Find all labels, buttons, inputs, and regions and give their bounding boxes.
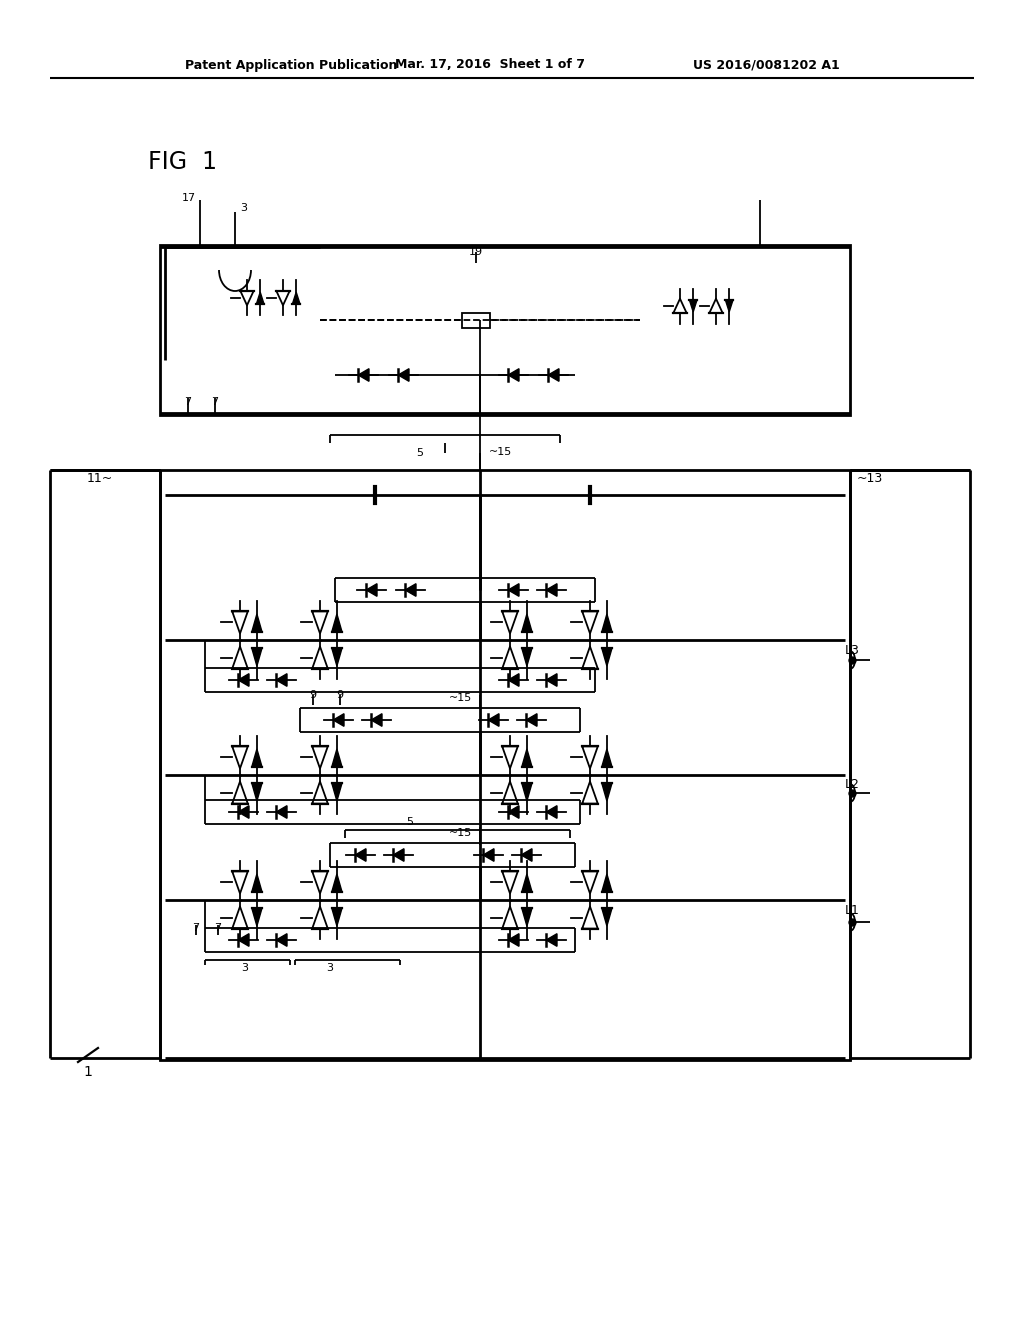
Polygon shape — [333, 714, 344, 726]
Polygon shape — [252, 908, 262, 927]
Polygon shape — [252, 783, 262, 801]
Polygon shape — [358, 368, 369, 381]
Polygon shape — [546, 933, 557, 946]
Polygon shape — [355, 849, 366, 862]
Text: 7: 7 — [193, 923, 200, 933]
Polygon shape — [256, 292, 264, 304]
Text: 17: 17 — [182, 193, 196, 203]
Text: 3: 3 — [240, 203, 247, 213]
Polygon shape — [602, 783, 612, 801]
Polygon shape — [252, 874, 262, 892]
Polygon shape — [367, 583, 377, 597]
Text: L1: L1 — [845, 903, 860, 916]
Polygon shape — [252, 748, 262, 767]
Polygon shape — [521, 874, 532, 892]
Text: 7: 7 — [184, 397, 191, 407]
Polygon shape — [371, 714, 382, 726]
Polygon shape — [332, 748, 342, 767]
Text: 1: 1 — [84, 1065, 92, 1078]
Polygon shape — [332, 783, 342, 801]
Polygon shape — [521, 849, 532, 862]
Polygon shape — [548, 368, 559, 381]
Polygon shape — [508, 583, 519, 597]
Polygon shape — [332, 614, 342, 632]
Polygon shape — [276, 933, 287, 946]
Polygon shape — [276, 805, 287, 818]
Polygon shape — [602, 614, 612, 632]
Polygon shape — [239, 805, 249, 818]
Polygon shape — [508, 805, 519, 818]
Text: 9: 9 — [337, 690, 344, 700]
Text: ~15: ~15 — [449, 828, 472, 838]
Text: 7: 7 — [211, 397, 218, 407]
Text: ~15: ~15 — [449, 693, 472, 704]
Polygon shape — [725, 300, 733, 312]
Polygon shape — [393, 849, 404, 862]
Polygon shape — [521, 748, 532, 767]
Text: L2: L2 — [845, 779, 860, 792]
Polygon shape — [508, 673, 519, 686]
Polygon shape — [689, 300, 697, 312]
Polygon shape — [546, 583, 557, 597]
Text: 9: 9 — [309, 690, 316, 700]
Text: ~13: ~13 — [857, 471, 883, 484]
Polygon shape — [398, 368, 409, 381]
Polygon shape — [332, 874, 342, 892]
Polygon shape — [239, 673, 249, 686]
Text: 5: 5 — [407, 817, 414, 828]
Polygon shape — [521, 614, 532, 632]
Polygon shape — [546, 673, 557, 686]
Text: Mar. 17, 2016  Sheet 1 of 7: Mar. 17, 2016 Sheet 1 of 7 — [395, 58, 585, 71]
Text: 19: 19 — [469, 247, 483, 257]
Polygon shape — [508, 368, 519, 381]
Text: 3: 3 — [242, 964, 249, 973]
Polygon shape — [332, 908, 342, 927]
Polygon shape — [521, 783, 532, 801]
Polygon shape — [602, 908, 612, 927]
Polygon shape — [488, 714, 499, 726]
Polygon shape — [546, 805, 557, 818]
Text: 5: 5 — [417, 447, 424, 458]
Bar — [160, 246, 850, 414]
Bar — [462, 313, 490, 327]
Polygon shape — [508, 933, 519, 946]
Text: L3: L3 — [845, 644, 860, 656]
Text: Patent Application Publication: Patent Application Publication — [185, 58, 397, 71]
Polygon shape — [521, 648, 532, 667]
Polygon shape — [483, 849, 494, 862]
Text: 7: 7 — [214, 923, 221, 933]
Polygon shape — [252, 614, 262, 632]
Text: FIG  1: FIG 1 — [148, 150, 217, 174]
Polygon shape — [602, 748, 612, 767]
Bar — [160, 470, 850, 1060]
Polygon shape — [526, 714, 537, 726]
Polygon shape — [602, 648, 612, 667]
Polygon shape — [406, 583, 416, 597]
Polygon shape — [332, 648, 342, 667]
Polygon shape — [602, 874, 612, 892]
Polygon shape — [276, 673, 287, 686]
Polygon shape — [252, 648, 262, 667]
Polygon shape — [521, 908, 532, 927]
Text: US 2016/0081202 A1: US 2016/0081202 A1 — [693, 58, 840, 71]
Text: 3: 3 — [327, 964, 334, 973]
Text: 11~: 11~ — [87, 471, 113, 484]
Text: ~15: ~15 — [488, 447, 512, 457]
Polygon shape — [292, 292, 300, 304]
Polygon shape — [239, 933, 249, 946]
